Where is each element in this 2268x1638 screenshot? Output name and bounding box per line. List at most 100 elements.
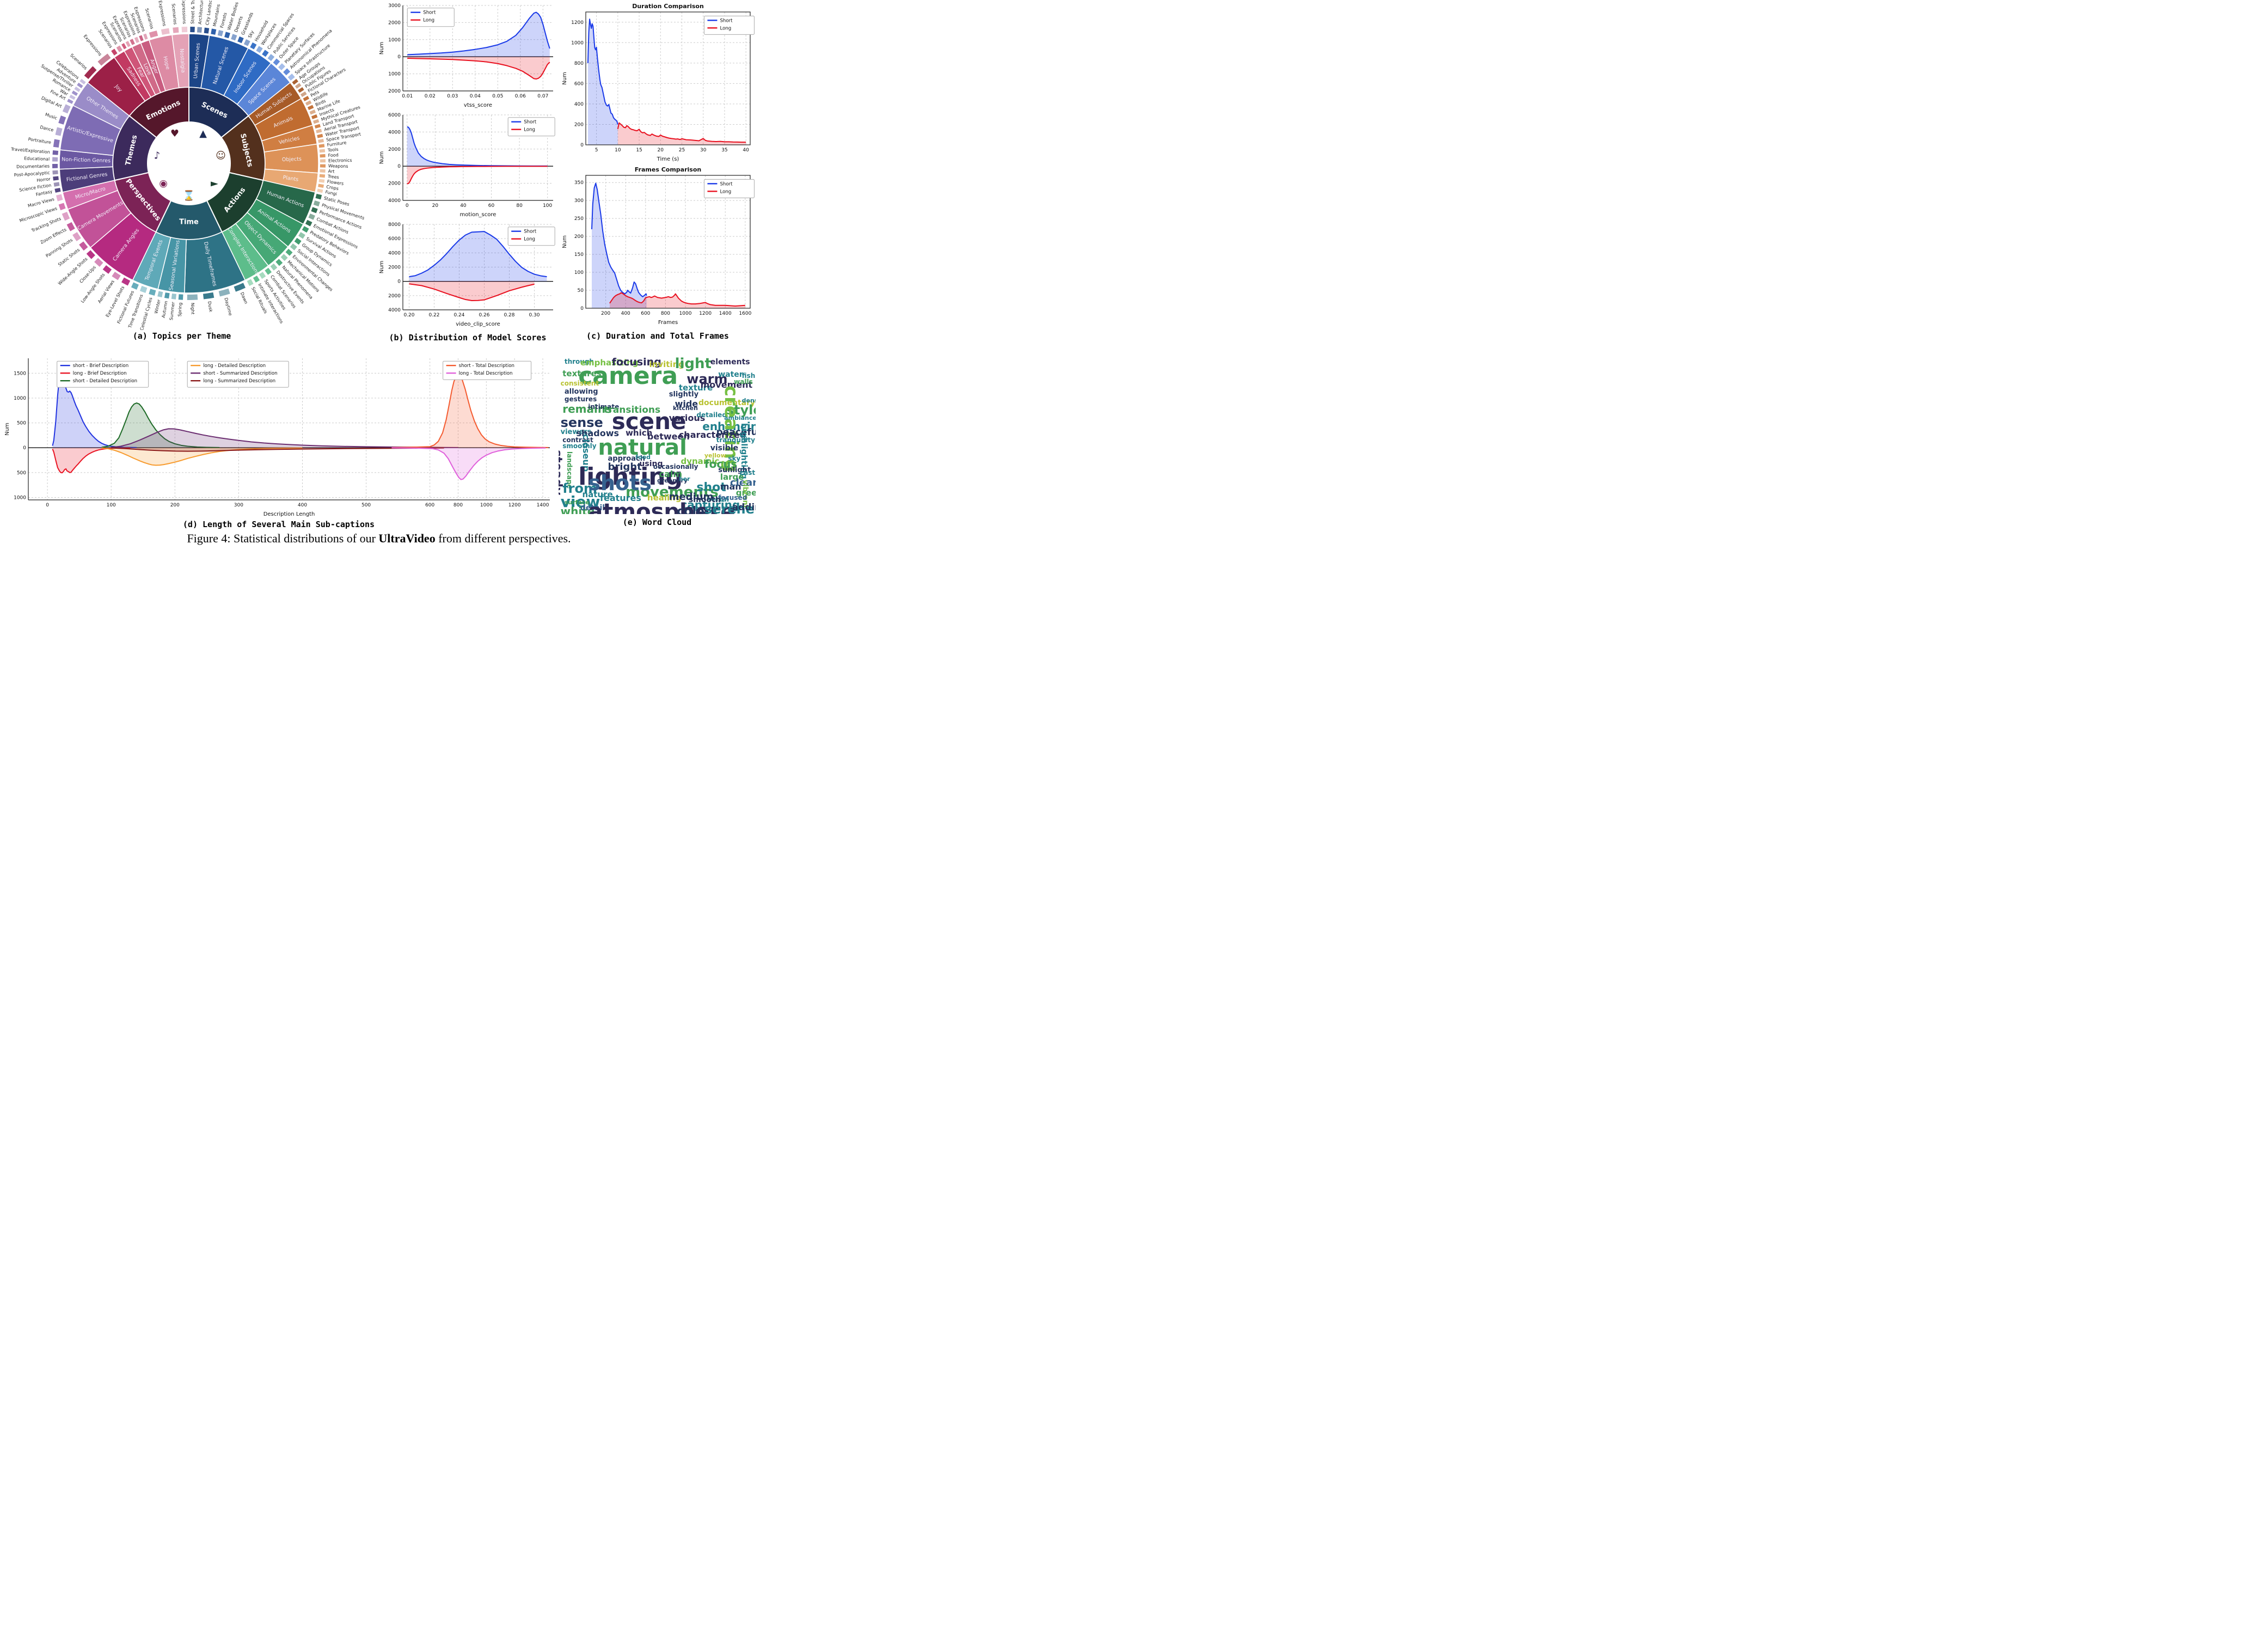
svg-text:Duration Comparison: Duration Comparison <box>632 3 704 10</box>
svg-text:300: 300 <box>574 198 584 204</box>
wordcloud-word: wide <box>675 398 698 409</box>
wordcloud-word: nature <box>582 489 613 499</box>
svg-text:Nostalgia: Nostalgia <box>179 48 186 73</box>
svg-text:Forests: Forests <box>219 12 228 28</box>
svg-text:Dawn: Dawn <box>240 291 249 304</box>
wordcloud-word: texture <box>678 382 713 393</box>
svg-text:4000: 4000 <box>388 308 401 313</box>
wordcloud-word: medium <box>669 491 714 503</box>
wordcloud-word: remains <box>562 402 612 416</box>
svg-text:Frames Comparison: Frames Comparison <box>635 166 701 173</box>
svg-text:100: 100 <box>543 203 552 209</box>
wordcloud-word: fish <box>741 371 756 380</box>
caption-b: (b) Distribution of Model Scores <box>389 333 547 343</box>
svg-text:20: 20 <box>432 203 439 209</box>
wordcloud-word: view <box>560 493 600 511</box>
svg-text:Electronics: Electronics <box>328 158 352 163</box>
svg-text:long - Brief Description: long - Brief Description <box>73 371 127 376</box>
svg-text:2000: 2000 <box>388 147 401 152</box>
wordcloud-word: intimate <box>588 403 620 411</box>
svg-text:Food: Food <box>328 152 339 158</box>
svg-text:Short: Short <box>524 229 537 235</box>
wordcloud-word: bright <box>608 461 642 473</box>
svg-text:400: 400 <box>621 311 630 316</box>
svg-text:0: 0 <box>46 503 49 508</box>
svg-text:0.05: 0.05 <box>492 94 503 99</box>
wordcloud-word: through <box>564 357 594 365</box>
wordcloud-word: large <box>720 472 744 482</box>
svg-text:1400: 1400 <box>537 503 549 508</box>
svg-text:Fungi: Fungi <box>325 190 338 197</box>
svg-text:100: 100 <box>574 270 584 276</box>
svg-text:Long: Long <box>720 26 731 31</box>
wordcloud-word: focused <box>718 494 747 502</box>
wordcloud-word: sunlight <box>718 466 751 474</box>
svg-text:1000: 1000 <box>388 38 401 43</box>
svg-text:1000: 1000 <box>571 40 584 46</box>
svg-text:1200: 1200 <box>508 503 521 508</box>
svg-text:Objects: Objects <box>282 156 302 163</box>
svg-text:Autumn: Autumn <box>161 301 169 319</box>
caption-e: (e) Word Cloud <box>622 517 692 527</box>
svg-text:vtss_score: vtss_score <box>464 102 492 108</box>
svg-text:long - Detailed Description: long - Detailed Description <box>203 363 266 369</box>
svg-text:500: 500 <box>361 503 371 508</box>
svg-text:Short: Short <box>423 10 436 16</box>
svg-text:600: 600 <box>574 81 584 87</box>
svg-text:0: 0 <box>406 203 409 209</box>
wordcloud-word: food <box>635 453 651 461</box>
svg-text:4000: 4000 <box>388 198 401 204</box>
wordcloud-word: adding <box>732 502 756 513</box>
svg-text:600: 600 <box>641 311 650 316</box>
wordcloud-word: kitchen <box>672 405 698 412</box>
svg-text:Num: Num <box>562 235 568 248</box>
svg-text:0.30: 0.30 <box>529 313 540 318</box>
wordcloud-word: scene <box>611 407 686 435</box>
svg-text:Frames: Frames <box>658 320 678 326</box>
caption-c: (c) Duration and Total Frames <box>586 331 729 341</box>
wordcloud-word: style <box>726 402 756 418</box>
svg-text:0: 0 <box>397 164 401 169</box>
running-person-icon: ► <box>211 178 218 189</box>
svg-text:1000: 1000 <box>679 311 692 316</box>
svg-text:Num: Num <box>379 42 385 55</box>
wordcloud-word: calm <box>659 469 683 480</box>
wordcloud-word: healing <box>647 492 682 503</box>
svg-text:200: 200 <box>574 234 584 240</box>
svg-text:Expressions: Expressions <box>181 0 187 24</box>
svg-text:Num: Num <box>562 72 568 85</box>
svg-text:Horror: Horror <box>36 176 51 183</box>
wordcloud-word: focus <box>704 457 738 471</box>
svg-text:0.06: 0.06 <box>515 94 526 99</box>
wordcloud-word: viewers <box>560 428 592 437</box>
svg-text:Scenarios: Scenarios <box>69 53 88 71</box>
svg-text:150: 150 <box>574 252 584 258</box>
panel-duration-frames: 5 10 15 20 25 30 35 40 0 200 400 600 800 1000 1200 Time… <box>561 1 757 350</box>
svg-text:Architecture: Architecture <box>198 0 205 25</box>
wordcloud-word: textures <box>562 369 602 379</box>
svg-text:video_clip_score: video_clip_score <box>456 321 500 327</box>
svg-text:Scenarios: Scenarios <box>144 8 155 29</box>
frames-comparison-chart: 200 400 600 800 1000 1200 1400 1600 0 50 100 150 200… <box>561 164 757 328</box>
wordcloud-word: gestures <box>564 395 597 403</box>
wordcloud-word: sense <box>560 415 603 431</box>
svg-text:Weapons: Weapons <box>328 163 348 169</box>
svg-text:800: 800 <box>661 311 670 316</box>
svg-text:Flowers: Flowers <box>327 179 344 186</box>
wordcloud-word: natural <box>598 435 687 460</box>
wordcloud-word: smooth <box>688 496 721 505</box>
svg-text:2000: 2000 <box>388 265 401 271</box>
wordcloud-word: casting <box>740 469 756 477</box>
duration-comparison-chart: 5 10 15 20 25 30 35 40 0 200 400 600 800 1000 1200 Time… <box>561 1 757 164</box>
svg-text:4000: 4000 <box>388 130 401 135</box>
svg-text:600: 600 <box>425 503 434 508</box>
wordcloud-word: shadows <box>576 428 620 439</box>
svg-text:0.04: 0.04 <box>470 94 481 99</box>
svg-text:Hope: Hope <box>162 56 170 70</box>
heart-icon: ♥ <box>170 128 179 139</box>
svg-text:0.02: 0.02 <box>425 94 436 99</box>
svg-text:500: 500 <box>17 421 26 426</box>
svg-text:40: 40 <box>743 148 749 153</box>
svg-text:Num: Num <box>379 151 385 164</box>
svg-text:Summer: Summer <box>169 301 176 320</box>
